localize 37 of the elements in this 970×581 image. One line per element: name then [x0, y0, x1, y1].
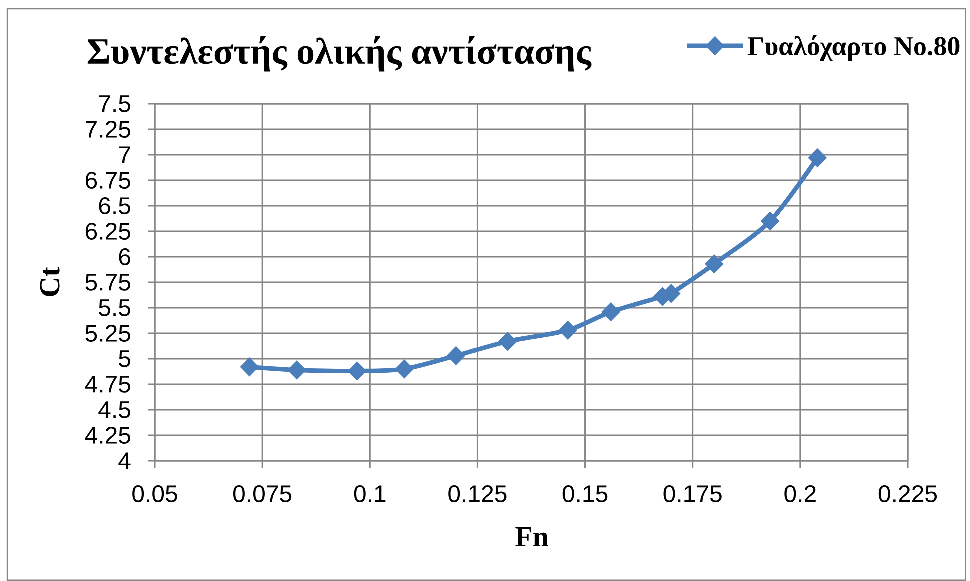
y-tick-label: 5: [119, 350, 130, 368]
y-tick-label: 7.5: [99, 96, 130, 112]
y-tick-label: 4.25: [85, 427, 130, 444]
y-tick-label: 4.75: [85, 376, 130, 393]
y-tick-label: 5.25: [86, 325, 130, 342]
point: [288, 360, 306, 380]
x-tick-label: 0.225: [878, 486, 938, 503]
point: [446, 346, 466, 366]
point: [558, 320, 578, 340]
point: [602, 302, 621, 322]
x-tick-label: 0.15: [562, 486, 608, 503]
point: [498, 332, 518, 352]
x-tick-label: 0.05: [132, 486, 178, 503]
y-tick-label: 7: [119, 146, 130, 164]
point: [760, 212, 780, 231]
legend-label: Γυαλόχαρτο No.80: [748, 35, 960, 62]
chart-title: Συντελεστής ολικής αντίστασης: [88, 36, 592, 72]
y-axis-title: Ct: [40, 267, 60, 296]
y-tick-label: 7.25: [86, 121, 130, 138]
point: [240, 357, 260, 377]
y-tick-label: 6: [119, 248, 130, 266]
x-axis-title: Fn: [516, 527, 549, 546]
point: [808, 148, 828, 168]
y-tick-label: 4: [118, 452, 131, 470]
y-tick-label: 6.5: [99, 198, 130, 214]
x-tick-label: 0.1: [354, 486, 386, 503]
x-tick-label: 0.2: [784, 486, 816, 503]
point: [395, 360, 414, 379]
point: [704, 254, 724, 274]
y-tick-label: 5.75: [86, 274, 130, 291]
x-tick-label: 0.175: [664, 486, 722, 503]
y-tick-label: 6.25: [86, 223, 130, 240]
x-tick-label: 0.075: [233, 486, 292, 503]
y-tick-label: 6.75: [86, 172, 130, 189]
y-tick-label: 5.5: [99, 300, 130, 316]
x-tick-label: 0.125: [448, 486, 507, 503]
y-tick-label: 4.5: [98, 402, 130, 418]
